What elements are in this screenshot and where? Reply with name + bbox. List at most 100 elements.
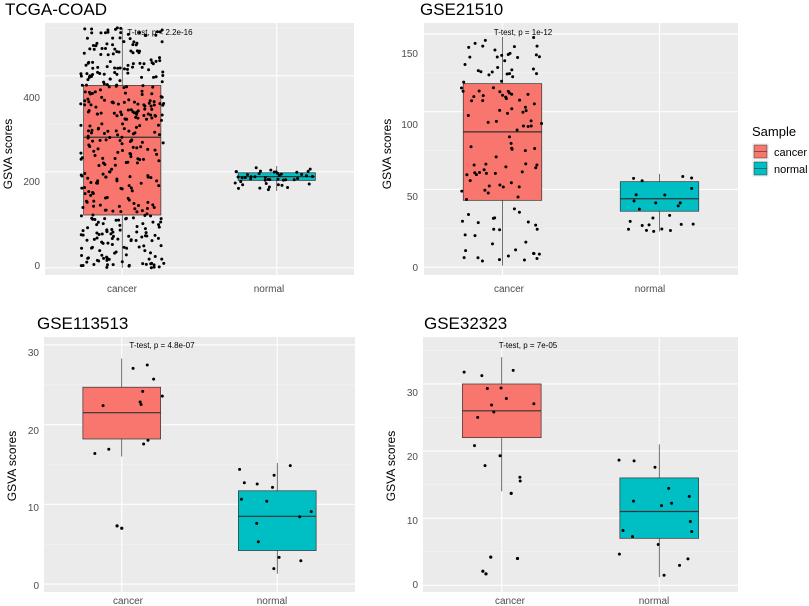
- data-point-cancer: [116, 66, 120, 70]
- data-point-cancer: [126, 32, 130, 36]
- data-point-cancer: [125, 67, 129, 71]
- data-point-cancer: [141, 389, 145, 393]
- y-axis-label: GSVA scores: [380, 119, 394, 189]
- data-point-cancer: [493, 216, 497, 220]
- data-point-cancer: [131, 366, 135, 370]
- data-point-cancer: [111, 43, 115, 47]
- data-point-cancer: [89, 193, 93, 197]
- data-point-cancer: [111, 234, 115, 238]
- data-point-cancer: [85, 200, 89, 204]
- data-point-cancer: [492, 227, 496, 231]
- data-point-cancer: [93, 153, 97, 157]
- data-point-cancer: [149, 266, 153, 270]
- data-point-normal: [676, 204, 680, 208]
- data-point-normal: [276, 183, 280, 187]
- panel-title: TCGA-COAD: [5, 0, 107, 19]
- data-point-cancer: [95, 223, 99, 227]
- data-point-cancer: [100, 122, 104, 126]
- data-point-cancer: [136, 102, 140, 106]
- data-point-cancer: [118, 228, 122, 232]
- data-point-cancer: [476, 415, 480, 419]
- data-point-cancer: [501, 93, 505, 97]
- data-point-cancer: [506, 111, 510, 115]
- data-point-cancer: [91, 72, 95, 76]
- y-tick-label: 100: [401, 120, 418, 131]
- data-point-cancer: [132, 202, 136, 206]
- y-tick-label: 0: [412, 263, 418, 274]
- data-point-cancer: [101, 404, 105, 408]
- data-point-normal: [258, 186, 262, 190]
- data-point-cancer: [474, 173, 478, 177]
- data-point-cancer: [506, 52, 510, 56]
- data-point-cancer: [140, 75, 144, 79]
- data-point-cancer: [111, 230, 115, 234]
- data-point-cancer: [138, 124, 142, 128]
- data-point-cancer: [149, 113, 153, 117]
- data-point-cancer: [89, 131, 93, 135]
- data-point-normal: [306, 169, 310, 173]
- data-point-cancer: [103, 47, 107, 51]
- data-point-cancer: [100, 46, 104, 50]
- data-point-cancer: [128, 152, 132, 156]
- data-point-cancer: [118, 79, 122, 83]
- data-point-cancer: [122, 40, 126, 44]
- data-point-cancer: [498, 454, 502, 458]
- data-point-cancer: [95, 236, 99, 240]
- data-point-normal: [640, 224, 644, 228]
- data-point-cancer: [518, 98, 522, 102]
- data-point-normal: [271, 485, 275, 489]
- data-point-normal: [242, 481, 246, 485]
- y-axis-label: GSVA scores: [384, 431, 398, 501]
- data-point-cancer: [151, 62, 155, 66]
- panel-gse21510: GSE21510 GSVA scores T-test, p = 1e-12 0…: [380, 0, 738, 295]
- y-tick-label: 20: [28, 426, 40, 437]
- data-point-cancer: [85, 260, 89, 264]
- data-point-cancer: [138, 158, 142, 162]
- data-point-cancer: [146, 112, 150, 116]
- data-point-cancer: [110, 237, 114, 241]
- data-point-cancer: [151, 85, 155, 89]
- data-point-cancer: [126, 63, 130, 67]
- data-point-cancer: [144, 33, 148, 37]
- data-point-cancer: [157, 225, 161, 229]
- data-point-cancer: [105, 83, 109, 87]
- data-point-cancer: [99, 111, 103, 115]
- data-point-cancer: [79, 74, 83, 78]
- data-point-cancer: [93, 217, 97, 221]
- data-point-cancer: [476, 221, 480, 225]
- data-point-normal: [300, 173, 304, 177]
- data-point-cancer: [102, 82, 106, 86]
- plot-area: [44, 337, 355, 592]
- data-point-cancer: [510, 92, 514, 96]
- data-point-cancer: [509, 141, 513, 145]
- data-point-cancer: [510, 107, 514, 111]
- data-point-cancer: [131, 62, 135, 66]
- data-point-cancer: [96, 65, 100, 69]
- data-point-cancer: [465, 173, 469, 177]
- data-point-normal: [310, 174, 314, 178]
- data-point-cancer: [149, 58, 153, 62]
- box-normal: [619, 477, 699, 539]
- data-point-cancer: [118, 139, 122, 143]
- data-point-cancer: [104, 208, 108, 212]
- data-point-cancer: [110, 167, 114, 171]
- data-point-normal: [678, 201, 682, 205]
- data-point-cancer: [160, 257, 164, 261]
- plot-area: [45, 23, 354, 275]
- data-point-cancer: [540, 121, 544, 125]
- data-point-normal: [652, 229, 656, 233]
- data-point-cancer: [135, 224, 139, 228]
- data-point-cancer: [489, 555, 493, 559]
- y-tick-label: 50: [407, 192, 419, 203]
- data-point-cancer: [130, 189, 134, 193]
- data-point-normal: [308, 167, 312, 171]
- data-point-cancer: [86, 61, 90, 65]
- data-point-cancer: [534, 166, 538, 170]
- data-point-cancer: [93, 451, 97, 455]
- data-point-cancer: [123, 91, 127, 95]
- data-point-cancer: [129, 186, 133, 190]
- data-point-cancer: [92, 199, 96, 203]
- data-point-cancer: [126, 108, 130, 112]
- data-point-normal: [617, 552, 621, 556]
- data-point-normal: [276, 177, 280, 181]
